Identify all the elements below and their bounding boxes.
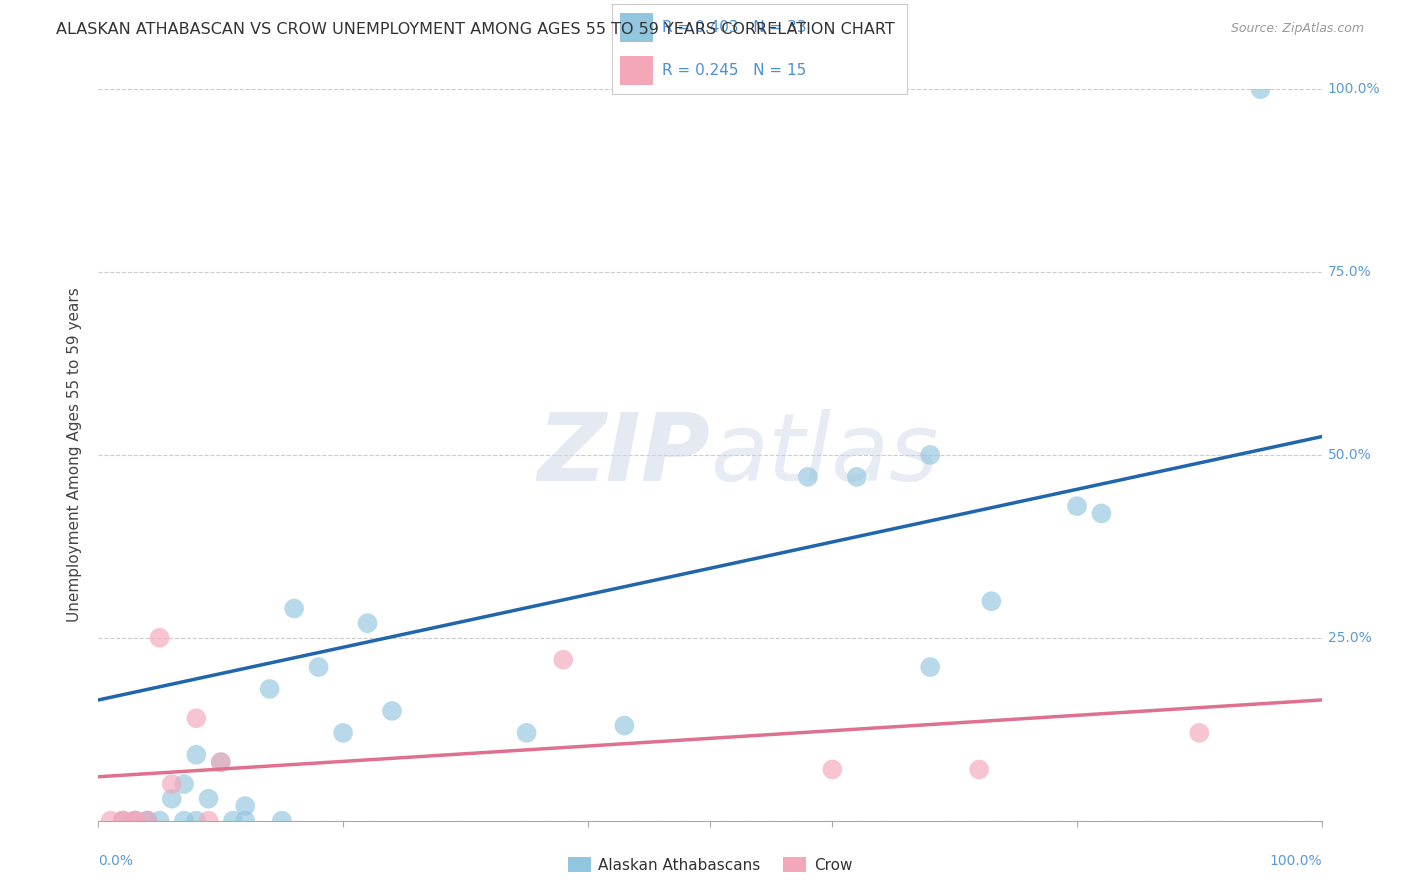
Text: R = 0.245   N = 15: R = 0.245 N = 15	[662, 63, 806, 78]
Point	[160, 791, 183, 805]
Point	[197, 791, 219, 805]
Point	[111, 814, 134, 828]
Point	[1249, 82, 1271, 96]
Point	[1188, 726, 1211, 740]
Point	[967, 763, 990, 777]
Point	[100, 814, 122, 828]
Point	[259, 681, 281, 696]
Point	[209, 755, 232, 769]
Point	[149, 814, 172, 828]
Point	[845, 470, 868, 484]
Point	[233, 814, 256, 828]
Point	[124, 814, 146, 828]
Text: 100.0%: 100.0%	[1327, 82, 1381, 96]
Point	[797, 470, 820, 484]
Text: 0.0%: 0.0%	[98, 854, 134, 868]
Point	[197, 814, 219, 828]
Point	[173, 814, 195, 828]
Text: ALASKAN ATHABASCAN VS CROW UNEMPLOYMENT AMONG AGES 55 TO 59 YEARS CORRELATION CH: ALASKAN ATHABASCAN VS CROW UNEMPLOYMENT …	[56, 22, 896, 37]
Point	[613, 718, 636, 732]
Point	[270, 814, 294, 828]
Text: 50.0%: 50.0%	[1327, 448, 1371, 462]
Point	[283, 601, 305, 615]
Point	[233, 799, 256, 814]
Point	[124, 814, 146, 828]
Point	[332, 726, 354, 740]
Point	[136, 814, 159, 828]
FancyBboxPatch shape	[620, 13, 652, 42]
Point	[173, 777, 195, 791]
Point	[1066, 499, 1088, 513]
Point	[149, 631, 172, 645]
Point	[111, 814, 134, 828]
Text: R = 0.403   N = 33: R = 0.403 N = 33	[662, 21, 807, 35]
Text: 25.0%: 25.0%	[1327, 631, 1371, 645]
Point	[980, 594, 1002, 608]
Point	[920, 660, 942, 674]
Text: 100.0%: 100.0%	[1270, 854, 1322, 868]
Point	[1090, 507, 1112, 521]
Point	[186, 747, 208, 762]
Point	[136, 814, 159, 828]
Text: ZIP: ZIP	[537, 409, 710, 501]
Point	[186, 711, 208, 725]
Point	[209, 755, 232, 769]
Point	[160, 777, 183, 791]
Point	[356, 616, 378, 631]
Text: 75.0%: 75.0%	[1327, 265, 1371, 279]
Point	[186, 814, 208, 828]
Point	[821, 763, 844, 777]
Point	[222, 814, 245, 828]
Point	[308, 660, 330, 674]
Point	[515, 726, 537, 740]
FancyBboxPatch shape	[620, 56, 652, 85]
Legend: Alaskan Athabascans, Crow: Alaskan Athabascans, Crow	[561, 851, 859, 879]
Point	[111, 814, 134, 828]
Text: atlas: atlas	[710, 409, 938, 500]
Y-axis label: Unemployment Among Ages 55 to 59 years: Unemployment Among Ages 55 to 59 years	[67, 287, 83, 623]
Point	[553, 653, 575, 667]
Text: Source: ZipAtlas.com: Source: ZipAtlas.com	[1230, 22, 1364, 36]
Point	[920, 448, 942, 462]
Point	[136, 814, 159, 828]
Point	[124, 814, 146, 828]
Point	[381, 704, 404, 718]
Point	[124, 814, 146, 828]
